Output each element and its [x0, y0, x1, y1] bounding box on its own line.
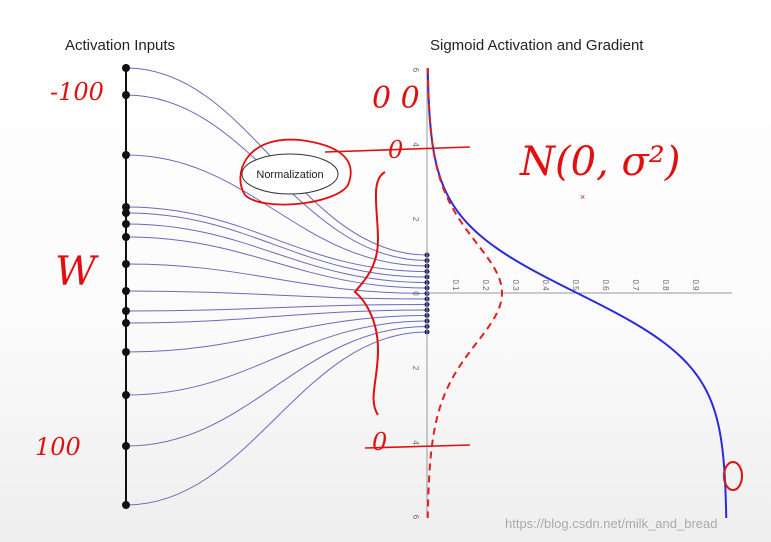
y-tick-label: 6	[411, 68, 420, 73]
input-dot	[122, 64, 130, 72]
annotation: 0 0	[372, 81, 420, 116]
connection	[125, 212, 428, 278]
input-dot	[122, 501, 130, 509]
input-dot	[122, 391, 130, 399]
input-dot	[122, 151, 130, 159]
y-tick-label: 4	[411, 142, 420, 147]
input-dot	[122, 319, 130, 327]
x-tick-label: 0.8	[661, 279, 670, 291]
input-dot	[122, 220, 130, 228]
input-dot	[122, 233, 130, 241]
connection	[125, 326, 428, 447]
x-tick-label: 0.4	[541, 279, 550, 291]
connection	[125, 154, 428, 267]
connection	[125, 315, 428, 353]
connection	[125, 236, 428, 289]
connection	[125, 223, 428, 283]
annotation: N(0, σ²)	[519, 139, 680, 185]
annotation: W	[55, 249, 99, 295]
y-tick-label: 4	[411, 440, 420, 445]
marker: ×	[580, 192, 585, 202]
annotation: 0	[388, 136, 403, 164]
x-tick-label: 0.9	[691, 279, 700, 291]
input-dot	[122, 287, 130, 295]
right-title: Sigmoid Activation and Gradient	[430, 37, 644, 54]
connection-curves	[125, 67, 428, 506]
y-tick-label: 6	[411, 515, 420, 520]
connection	[125, 320, 428, 396]
input-dot	[122, 209, 130, 217]
annotation: 100	[35, 433, 81, 461]
upper-line	[324, 146, 471, 153]
input-dot	[122, 260, 130, 268]
connection	[125, 290, 428, 300]
gradient-curve	[426, 67, 504, 519]
input-dot	[122, 91, 130, 99]
red-circle	[239, 138, 352, 206]
left-title: Activation Inputs	[65, 37, 175, 54]
x-tick-label: 0.1	[451, 279, 460, 291]
input-dot	[122, 348, 130, 356]
y-tick-label: 2	[411, 217, 420, 222]
connection	[125, 263, 428, 294]
connection	[125, 206, 428, 272]
connection	[125, 304, 428, 312]
axis-ticks: 0.1 0.2 0.3 0.4 0.5 0.6 0.7 0.8 0.9 6 4 2 0 2 4 6	[411, 68, 700, 520]
y-tick-label: 2	[411, 366, 420, 371]
input-dot	[122, 307, 130, 315]
y-tick-label: 0	[411, 291, 420, 296]
red-oval	[723, 461, 743, 491]
x-tick-label: 0.6	[601, 279, 610, 291]
input-dot	[122, 442, 130, 450]
annotation: 0	[724, 465, 738, 490]
normalization-label: Normalization	[256, 169, 323, 181]
x-tick-label: 0.7	[631, 279, 640, 291]
input-dots	[122, 64, 430, 509]
red-brace	[353, 171, 386, 416]
annotation: 0	[372, 428, 387, 456]
watermark: https://blog.csdn.net/milk_and_bread	[505, 516, 717, 531]
x-tick-label: 0.2	[481, 279, 490, 291]
input-dot	[122, 203, 130, 211]
connection	[125, 331, 428, 506]
annotation: -100	[50, 78, 104, 106]
x-tick-label: 0.5	[571, 279, 580, 291]
connection	[125, 309, 428, 324]
x-tick-label: 0.3	[511, 279, 520, 291]
normalization-box	[241, 153, 339, 195]
lower-line	[364, 444, 471, 449]
